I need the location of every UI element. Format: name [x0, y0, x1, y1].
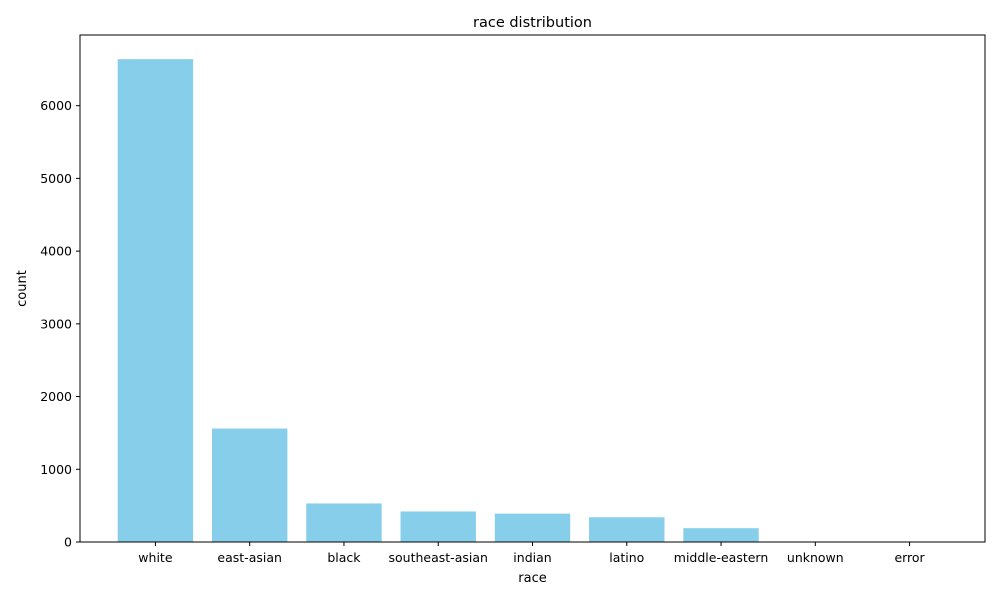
bar-black [306, 503, 382, 542]
y-tick-label-4000: 4000 [40, 244, 72, 259]
x-tick-label-unknown: unknown [787, 550, 844, 565]
y-tick-label-0: 0 [64, 535, 72, 550]
x-tick-label-error: error [894, 550, 925, 565]
plot-frame [79, 34, 986, 543]
chart-title: race distribution [473, 15, 592, 31]
bar-southeast-asian [400, 511, 476, 542]
y-tick-label-2000: 2000 [40, 389, 72, 404]
bar-east-asian [211, 428, 288, 542]
x-tick-label-middle-eastern: middle-eastern [674, 550, 769, 565]
bar-white [117, 59, 194, 543]
y-tick-label-1000: 1000 [40, 462, 72, 477]
y-axis: 0 1000 2000 3000 4000 5000 6000 [40, 98, 80, 550]
x-tick-label-east-asian: east-asian [217, 550, 282, 565]
bar-middle-eastern [683, 528, 759, 542]
x-tick-label-white: white [138, 550, 173, 565]
y-tick-label-6000: 6000 [40, 98, 72, 113]
y-tick-label-3000: 3000 [40, 316, 72, 331]
x-tick-label-southeast-asian: southeast-asian [389, 550, 488, 565]
x-tick-label-latino: latino [609, 550, 644, 565]
bar-latino [589, 517, 665, 542]
x-tick-label-indian: indian [513, 550, 551, 565]
x-axis: white east-asian black southeast-asian india… [138, 542, 926, 565]
bars-group [117, 59, 948, 543]
y-axis-label: count [15, 270, 30, 307]
bar-indian [494, 513, 571, 542]
x-tick-label-black: black [327, 550, 361, 565]
x-axis-label: race [518, 571, 546, 586]
y-tick-label-5000: 5000 [40, 171, 72, 186]
